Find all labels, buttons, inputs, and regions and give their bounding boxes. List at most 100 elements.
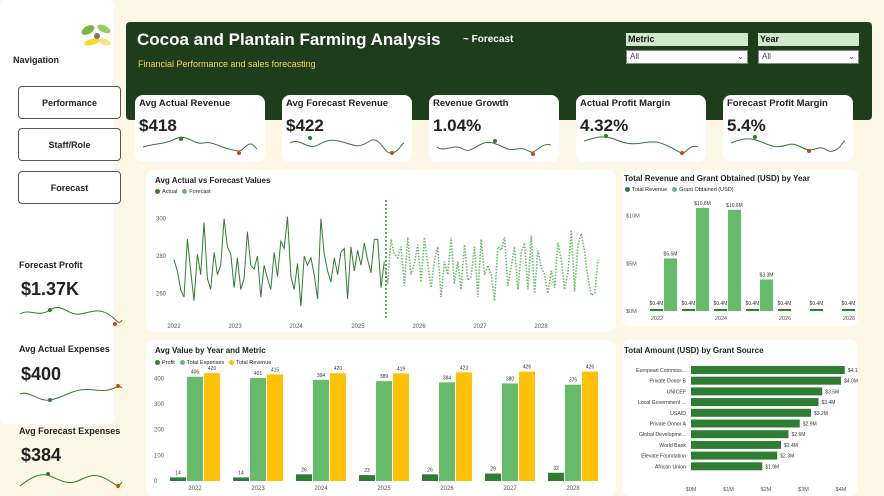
revenue-bar-label: $0.4M xyxy=(650,301,664,307)
profit-bar xyxy=(170,477,186,481)
category-label: World Bank xyxy=(659,443,686,449)
x-tick-label: 2024 xyxy=(715,316,727,322)
grant-source-bar xyxy=(691,387,823,396)
x-tick-label: 2026 xyxy=(412,324,426,330)
profit-bar-label: 26 xyxy=(427,467,433,473)
actual-series-line xyxy=(173,216,385,307)
x-tick-label: 2023 xyxy=(228,324,242,330)
bar-value-label: $2.6M xyxy=(792,432,806,438)
kpi-card-avg-forecast-revenue: Avg Forecast Revenue $422 xyxy=(282,95,412,162)
grant-bar xyxy=(664,258,677,311)
actual-vs-forecast-card: Avg Actual vs Forecast Values Actual For… xyxy=(146,170,616,332)
x-tick-label: 2024 xyxy=(314,486,328,492)
x-tick-label: 2024 xyxy=(289,324,303,330)
revenue-bar xyxy=(330,373,346,481)
x-tick-label: 2027 xyxy=(503,486,517,492)
legend-item-total-revenue: Total Revenue xyxy=(625,187,667,193)
bar-value-label: $3.4M xyxy=(822,400,836,406)
bar-value-label: $2.4M xyxy=(784,443,798,449)
category-label: UNICEF xyxy=(667,389,686,395)
grant-bar-label: $3.3M xyxy=(760,273,774,279)
revenue-bar xyxy=(393,373,409,481)
staff-role-button[interactable]: Staff/Role xyxy=(18,128,121,161)
x-tick-label: $4M xyxy=(836,487,847,493)
grant-bar xyxy=(728,209,741,311)
y-tick-label: $0M xyxy=(626,309,637,315)
year-slicer-label: Year xyxy=(758,33,859,46)
kpi-card-revenue-growth: Revenue Growth 1.04% xyxy=(429,95,559,162)
revenue-bar-label: 415 xyxy=(271,367,280,373)
expenses-bar-label: 406 xyxy=(191,370,200,376)
revenue-grant-card: Total Revenue and Grant Obtained (USD) b… xyxy=(622,170,858,326)
category-label: USAID xyxy=(670,411,686,417)
grant-source-bar xyxy=(691,408,811,417)
chart-title: Total Amount (USD) by Grant Source xyxy=(624,346,764,355)
kpi-card-forecast-profit-margin: Forecast Profit Margin 5.4% xyxy=(723,95,853,162)
grant-source-bar xyxy=(691,451,778,460)
kpi-value: 1.04% xyxy=(433,116,482,135)
expenses-bar-label: 394 xyxy=(317,373,326,379)
kpi-label: Avg Forecast Revenue xyxy=(286,98,389,109)
chart-legend: Actual Forecast xyxy=(155,189,211,195)
grant-source-bar xyxy=(691,462,763,471)
metric-slicer-value: All xyxy=(630,52,639,61)
forecast-button[interactable]: Forecast xyxy=(18,171,121,204)
chart-title: Total Revenue and Grant Obtained (USD) b… xyxy=(624,174,810,183)
revenue-bar-label: 420 xyxy=(334,366,343,372)
grant-source-bar xyxy=(691,419,800,428)
avg-actual-expenses-label: Avg Actual Expenses xyxy=(19,344,110,354)
forecast-profit-label: Forecast Profit xyxy=(19,260,83,270)
kpi-card-actual-profit-margin: Actual Profit Margin 4.32% xyxy=(576,95,706,162)
revenue-bar-label: $0.4M xyxy=(682,301,696,307)
y-tick-label: $5M xyxy=(626,261,637,267)
category-label: European Commiss... xyxy=(636,368,686,374)
metric-slicer-dropdown[interactable]: All ⌄ xyxy=(626,50,748,64)
y-tick-label: $10M xyxy=(626,214,640,220)
revenue-bar-label: 426 xyxy=(523,365,532,371)
category-label: African Union xyxy=(655,464,686,470)
x-tick-label: 2026 xyxy=(440,486,454,492)
kpi-label: Forecast Profit Margin xyxy=(727,98,828,109)
category-label: Local Government ... xyxy=(638,400,686,406)
legend-item-profit: Profit xyxy=(155,360,175,366)
profit-bar-label: 14 xyxy=(175,470,181,476)
nav-title: Navigation xyxy=(13,55,60,65)
profit-bar xyxy=(485,473,501,481)
expenses-bar xyxy=(565,384,581,481)
revenue-bar-label: $0.4M xyxy=(842,301,856,307)
bar-value-label: $4.0M xyxy=(844,379,858,385)
chevron-down-icon: ⌄ xyxy=(737,52,744,61)
performance-button[interactable]: Performance xyxy=(18,86,121,119)
revenue-bar-label: $0.4M xyxy=(778,301,792,307)
bar-value-label: $1.9M xyxy=(765,464,779,470)
nav-panel xyxy=(0,0,114,424)
year-slicer-dropdown[interactable]: All ⌄ xyxy=(758,50,859,64)
x-tick-label: 2025 xyxy=(351,324,365,330)
revenue-bar xyxy=(682,309,695,311)
page-subtitle: ~ Forecast xyxy=(463,34,514,45)
revenue-bar-label: 426 xyxy=(586,365,595,371)
x-tick-label: 2023 xyxy=(251,486,265,492)
forecast-profit-sparkline xyxy=(19,307,123,326)
kpi-sparkline xyxy=(583,134,699,155)
forecast-series-line xyxy=(383,229,599,301)
x-tick-label: 2028 xyxy=(566,486,580,492)
profit-bar-label: 23 xyxy=(364,468,370,474)
grant-bar-label: $5.5M xyxy=(664,252,678,258)
profit-bar-label: 14 xyxy=(238,470,244,476)
legend-item-total-expenses: Total Expenses xyxy=(179,360,224,366)
expenses-bar-label: 389 xyxy=(380,374,389,380)
revenue-bar xyxy=(582,371,598,481)
revenue-grant-chart: $10M $5M $0M $0.4M $5.5M $0.4M $10.8M $0.4M $10.… xyxy=(626,201,856,322)
kpi-sparkline xyxy=(730,135,846,153)
avg-forecast-expenses-value: $384 xyxy=(21,445,62,465)
x-tick-label: $0M xyxy=(686,487,697,493)
x-tick-label: 2028 xyxy=(534,324,548,330)
revenue-bar-label: $0.4M xyxy=(714,301,728,307)
revenue-bar xyxy=(519,371,535,481)
revenue-bar xyxy=(810,309,823,311)
category-label: Private Donor A xyxy=(650,422,687,428)
y-tick-label: 100 xyxy=(154,453,165,459)
kpi-label: Avg Actual Revenue xyxy=(139,98,231,109)
kpi-sparkline xyxy=(436,139,552,156)
